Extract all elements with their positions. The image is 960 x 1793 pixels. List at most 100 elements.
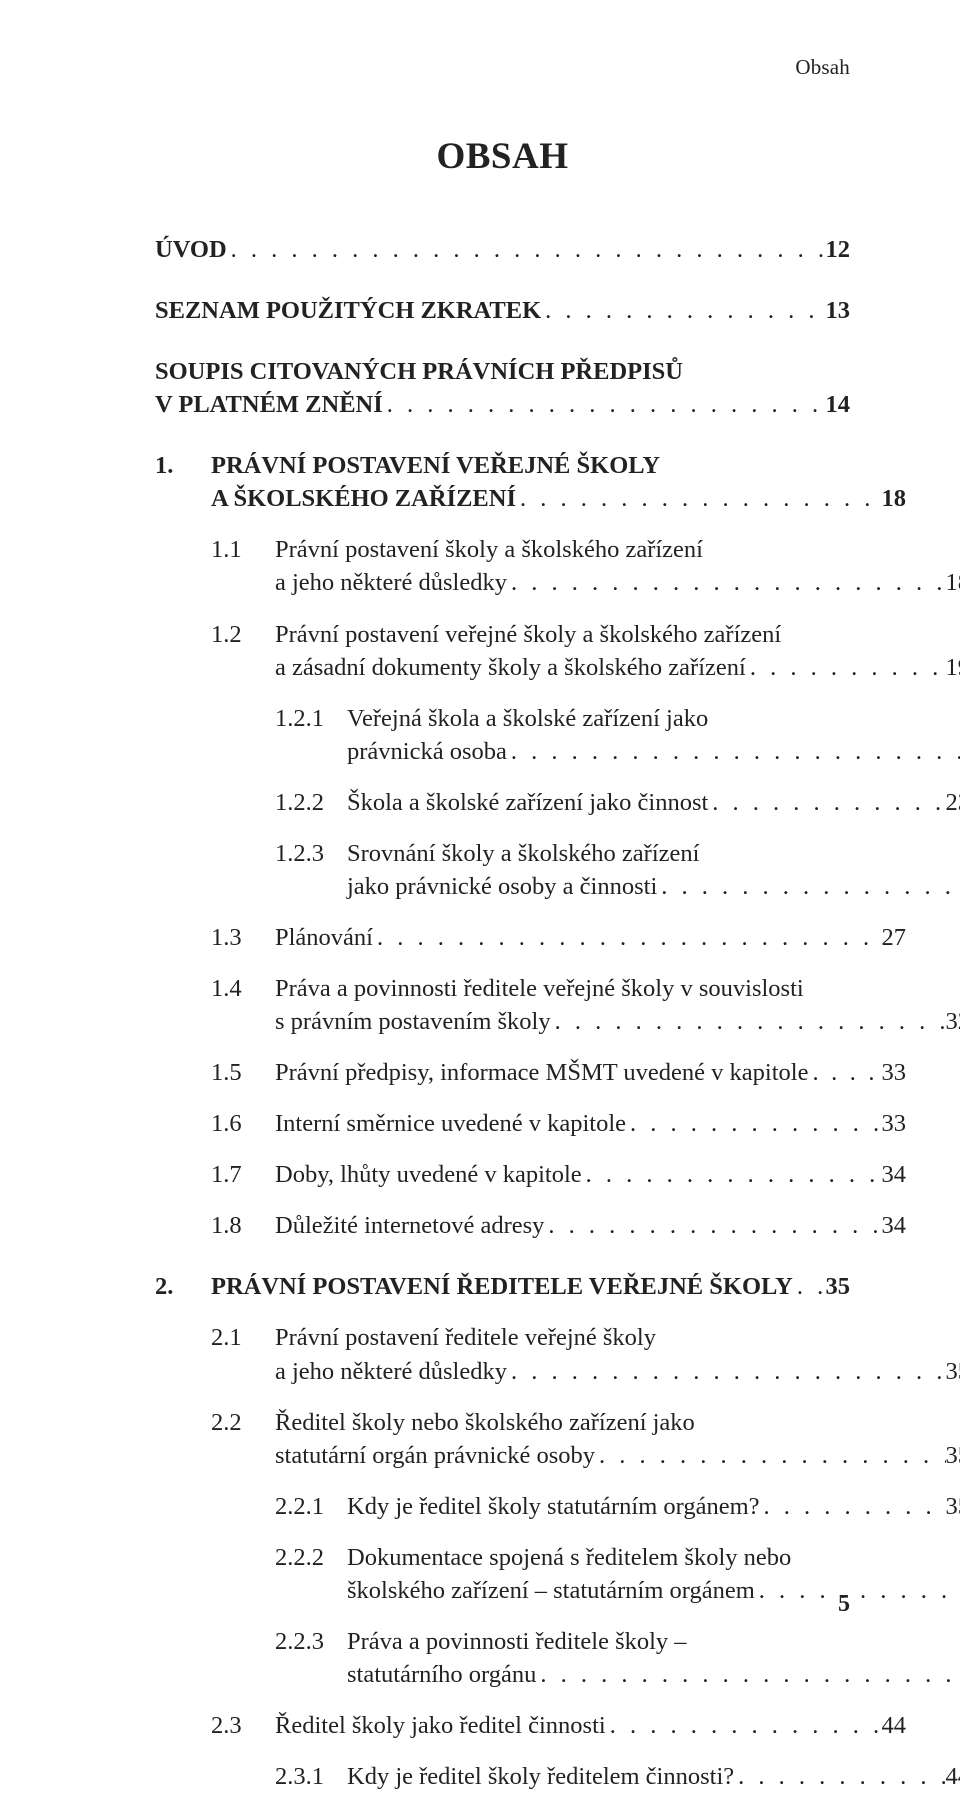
toc-page: 23 <box>946 786 960 819</box>
toc-line: 1.7Doby, lhůty uvedené v kapitole . . . … <box>155 1158 906 1191</box>
toc-number: 2. <box>155 1270 211 1303</box>
dot-leader: . . . . . . . . . . . . . . . . . . . . … <box>507 1355 946 1388</box>
toc-page: 34 <box>882 1209 907 1242</box>
toc-label: právnická osoba <box>347 735 507 768</box>
toc-page: 34 <box>882 1158 907 1191</box>
toc-number: 1.2.1 <box>275 702 347 735</box>
toc-entry: 1.6Interní směrnice uvedené v kapitole .… <box>155 1107 850 1140</box>
toc-page: 35 <box>826 1270 851 1303</box>
dot-leader: . . . . . . . . . . . . . . . . . . . . … <box>755 1574 960 1607</box>
table-of-contents: ÚVOD . . . . . . . . . . . . . . . . . .… <box>155 233 850 1793</box>
toc-number: 1.3 <box>211 921 275 954</box>
toc-line: 1.3Plánování . . . . . . . . . . . . . .… <box>155 921 906 954</box>
toc-line-continuation: statutární orgán právnické osoby . . . .… <box>155 1439 960 1472</box>
page: Obsah OBSAH ÚVOD . . . . . . . . . . . .… <box>0 0 960 1688</box>
toc-number: 1.2.2 <box>275 786 347 819</box>
toc-entry: 1.4Práva a povinnosti ředitele veřejné š… <box>155 972 850 1038</box>
toc-line-continuation: A ŠKOLSKÉHO ZAŘÍZENÍ . . . . . . . . . .… <box>155 482 906 515</box>
toc-entry: 1.PRÁVNÍ POSTAVENÍ VEŘEJNÉ ŠKOLYA ŠKOLSK… <box>155 449 850 515</box>
toc-page: 19 <box>946 651 960 684</box>
toc-label: Právní postavení ředitele veřejné školy <box>275 1321 656 1354</box>
toc-line-continuation: a zásadní dokumenty školy a školského za… <box>155 651 960 684</box>
toc-line-continuation: jako právnické osoby a činnosti . . . . … <box>155 870 960 903</box>
toc-line-continuation: právnická osoba . . . . . . . . . . . . … <box>155 735 960 768</box>
toc-label: Interní směrnice uvedené v kapitole <box>275 1107 626 1140</box>
toc-line: SOUPIS CITOVANÝCH PRÁVNÍCH PŘEDPISŮ <box>155 355 850 388</box>
toc-label: SEZNAM POUŽITÝCH ZKRATEK <box>155 294 541 327</box>
toc-entry: 1.2.3Srovnání školy a školského zařízení… <box>155 837 850 903</box>
toc-line: 1.PRÁVNÍ POSTAVENÍ VEŘEJNÉ ŠKOLY <box>155 449 850 482</box>
toc-label: Ředitel školy jako ředitel činnosti <box>275 1709 606 1742</box>
toc-number: 1.4 <box>211 972 275 1005</box>
toc-line: 1.6Interní směrnice uvedené v kapitole .… <box>155 1107 906 1140</box>
dot-leader: . . . . . . . . . . . . . . . . . . . . … <box>626 1107 881 1140</box>
toc-label: Škola a školské zařízení jako činnost <box>347 786 708 819</box>
dot-leader: . . . . . . . . . . . . . . . . . . . . … <box>808 1056 881 1089</box>
toc-number: 2.3 <box>211 1709 275 1742</box>
toc-page: 33 <box>882 1107 907 1140</box>
toc-number: 1.1 <box>211 533 275 566</box>
toc-label: Práva a povinnosti ředitele školy – <box>347 1625 687 1658</box>
toc-line: 2.2.2Dokumentace spojená s ředitelem ško… <box>155 1541 960 1574</box>
toc-label: V PLATNÉM ZNĚNÍ <box>155 388 383 421</box>
toc-number: 1.2.3 <box>275 837 347 870</box>
toc-entry: 1.2.1Veřejná škola a školské zařízení ja… <box>155 702 850 768</box>
toc-line: 2.2.3Práva a povinnosti ředitele školy – <box>155 1625 960 1658</box>
toc-page: 32 <box>946 1005 960 1038</box>
toc-number: 2.2.1 <box>275 1490 347 1523</box>
toc-line: 2.3Ředitel školy jako ředitel činnosti .… <box>155 1709 906 1742</box>
toc-number: 1.5 <box>211 1056 275 1089</box>
toc-line: ÚVOD . . . . . . . . . . . . . . . . . .… <box>155 233 850 266</box>
toc-number: 1.8 <box>211 1209 275 1242</box>
toc-line: 2.2Ředitel školy nebo školského zařízení… <box>155 1406 906 1439</box>
toc-label: školského zařízení – statutárním orgánem <box>347 1574 755 1607</box>
toc-line: SEZNAM POUŽITÝCH ZKRATEK . . . . . . . .… <box>155 294 850 327</box>
toc-page: 35 <box>946 1490 960 1523</box>
toc-label: PRÁVNÍ POSTAVENÍ VEŘEJNÉ ŠKOLY <box>211 449 660 482</box>
toc-page: 18 <box>946 566 960 599</box>
toc-label: Ředitel školy nebo školského zařízení ja… <box>275 1406 695 1439</box>
toc-line: 1.8Důležité internetové adresy . . . . .… <box>155 1209 906 1242</box>
toc-label: jako právnické osoby a činnosti <box>347 870 657 903</box>
toc-number: 1.7 <box>211 1158 275 1191</box>
toc-line-continuation: statutárního orgánu . . . . . . . . . . … <box>155 1658 960 1691</box>
toc-label: Kdy je ředitel školy statutárním orgánem… <box>347 1490 760 1523</box>
toc-line: 1.2Právní postavení veřejné školy a škol… <box>155 618 906 651</box>
toc-label: Důležité internetové adresy <box>275 1209 544 1242</box>
dot-leader: . . . . . . . . . . . . . . . . . . . . … <box>595 1439 945 1472</box>
toc-line: 1.4Práva a povinnosti ředitele veřejné š… <box>155 972 906 1005</box>
toc-page: 13 <box>826 294 851 327</box>
toc-label: Srovnání školy a školského zařízení <box>347 837 699 870</box>
toc-page: 44 <box>946 1760 960 1793</box>
toc-page: 12 <box>826 233 851 266</box>
toc-entry: 2.3Ředitel školy jako ředitel činnosti .… <box>155 1709 850 1742</box>
toc-entry: 2.2.1Kdy je ředitel školy statutárním or… <box>155 1490 850 1523</box>
toc-page: 27 <box>882 921 907 954</box>
dot-leader: . . . . . . . . . . . . . . . . . . . . … <box>708 786 945 819</box>
dot-leader: . . . . . . . . . . . . . . . . . . . . … <box>227 233 826 266</box>
toc-number: 2.2 <box>211 1406 275 1439</box>
toc-label: Právní postavení veřejné školy a školské… <box>275 618 781 651</box>
toc-label: statutární orgán právnické osoby <box>275 1439 595 1472</box>
dot-leader: . . . . . . . . . . . . . . . . . . . . … <box>551 1005 946 1038</box>
toc-entry: 1.2.2Škola a školské zařízení jako činno… <box>155 786 850 819</box>
toc-line: 2.3.1Kdy je ředitel školy ředitelem činn… <box>155 1760 960 1793</box>
dot-leader: . . . . . . . . . . . . . . . . . . . . … <box>516 482 882 515</box>
dot-leader: . . . . . . . . . . . . . . . . . . . . … <box>760 1490 946 1523</box>
toc-number: 1. <box>155 449 211 482</box>
toc-number: 2.3.1 <box>275 1760 347 1793</box>
dot-leader: . . . . . . . . . . . . . . . . . . . . … <box>606 1709 882 1742</box>
dot-leader: . . . . . . . . . . . . . . . . . . . . … <box>383 388 826 421</box>
toc-line: 1.1Právní postavení školy a školského za… <box>155 533 906 566</box>
toc-line: 2.2.1Kdy je ředitel školy statutárním or… <box>155 1490 960 1523</box>
toc-entry: 1.5Právní předpisy, informace MŠMT uvede… <box>155 1056 850 1089</box>
toc-page: 33 <box>882 1056 907 1089</box>
toc-label: SOUPIS CITOVANÝCH PRÁVNÍCH PŘEDPISŮ <box>155 355 683 388</box>
toc-entry: 2.3.1Kdy je ředitel školy ředitelem činn… <box>155 1760 850 1793</box>
toc-page: 35 <box>946 1355 960 1388</box>
page-number: 5 <box>838 1591 850 1618</box>
toc-entry: 1.3Plánování . . . . . . . . . . . . . .… <box>155 921 850 954</box>
toc-label: PRÁVNÍ POSTAVENÍ ŘEDITELE VEŘEJNÉ ŠKOLY <box>211 1270 793 1303</box>
toc-label: a jeho některé důsledky <box>275 1355 507 1388</box>
toc-label: Právní postavení školy a školského zaříz… <box>275 533 703 566</box>
